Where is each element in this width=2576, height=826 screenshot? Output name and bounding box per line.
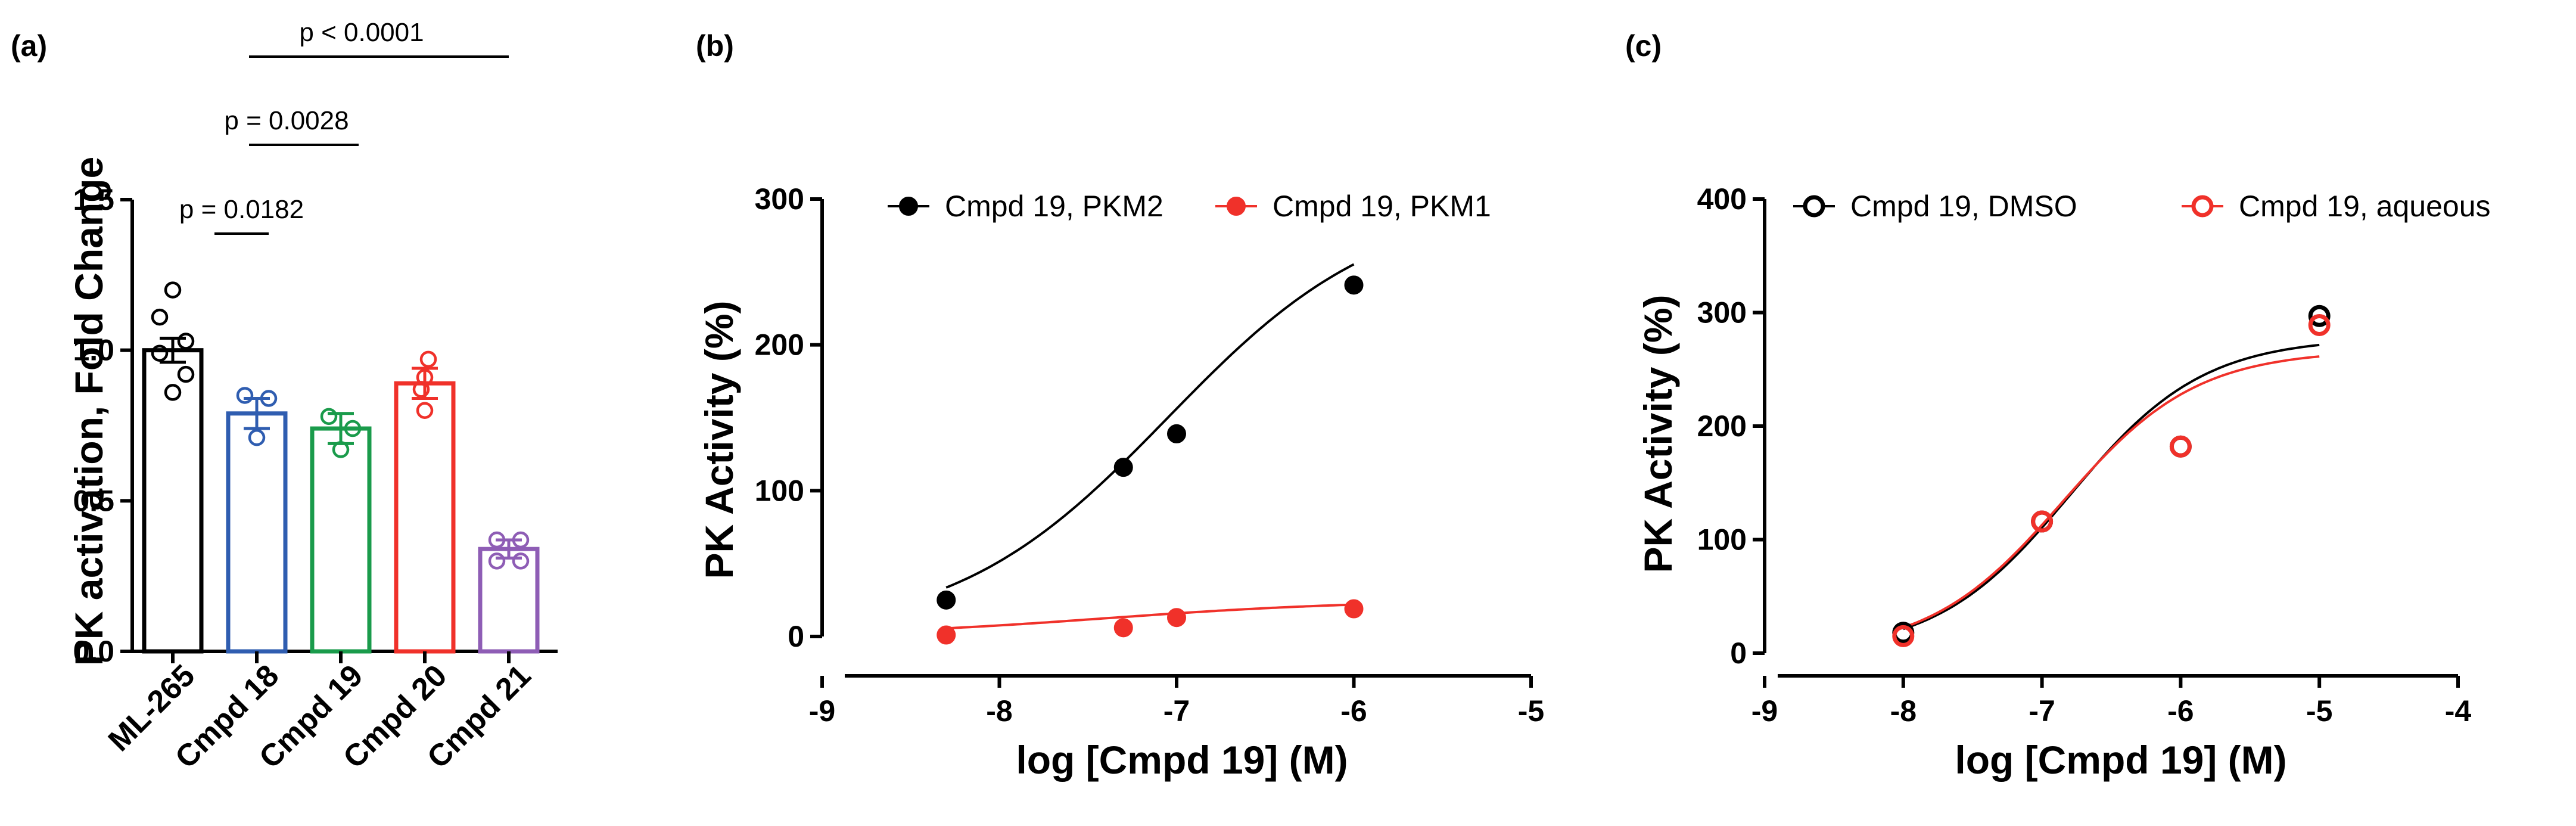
a-p-value: p < 0.0001 — [299, 18, 424, 47]
y-tick-label: 200 — [1697, 409, 1747, 443]
a-data-point — [332, 441, 350, 458]
data-point-series-0 — [1113, 458, 1133, 477]
panel-b-y-axis-title: PK Activity (%) — [697, 301, 741, 579]
x-tick-label: -9 — [809, 694, 835, 728]
panel-b-points — [937, 275, 1364, 645]
data-point-series-1 — [2308, 313, 2331, 336]
data-point-series-0 — [1344, 275, 1364, 295]
a-data-point — [151, 344, 169, 362]
panel-b-x-axis-title: log [Cmpd 19] (M) — [1016, 738, 1348, 782]
a-data-point — [412, 381, 430, 398]
data-point-series-0 — [2308, 305, 2331, 327]
legend-label: Cmpd 19, DMSO — [1850, 190, 2077, 223]
panel-a-letter: (a) — [11, 29, 47, 63]
y-tick-label: 300 — [755, 182, 804, 216]
a-data-point — [512, 552, 530, 570]
x-tick-label: -4 — [2445, 694, 2472, 728]
x-tick-label: -5 — [1518, 694, 1544, 728]
a-y-tick-label: 0.0 — [73, 635, 114, 668]
a-data-point — [488, 552, 506, 570]
panel-c-letter: (c) — [1625, 29, 1662, 63]
data-point-series-1 — [1344, 599, 1364, 619]
a-y-tick-label: 0.5 — [73, 484, 114, 517]
a-data-point — [260, 390, 278, 407]
a-data-point — [512, 531, 530, 549]
a-data-point — [164, 281, 182, 299]
legend-label: Cmpd 19, PKM2 — [945, 190, 1163, 223]
x-tick-label: -5 — [2306, 694, 2332, 728]
a-data-point — [177, 365, 195, 383]
x-tick-label: -6 — [1340, 694, 1367, 728]
panel-b: (b) PK Activity (%) log [Cmpd 19] (M) 0 1… — [696, 29, 1544, 782]
y-tick-label: 100 — [1697, 523, 1747, 557]
panel-c-y-axis-title: PK Activity (%) — [1636, 295, 1680, 573]
panel-a-error-bars — [160, 336, 522, 560]
data-point-series-1 — [1167, 608, 1186, 628]
legend-marker — [2191, 195, 2214, 218]
legend-label: Cmpd 19, PKM1 — [1273, 190, 1491, 223]
a-data-point — [248, 428, 266, 446]
x-tick-label: -7 — [1163, 694, 1190, 728]
panel-c: (c) PK Activity (%) log [Cmpd 19] (M) 0 1… — [1625, 29, 2491, 782]
data-point-series-1 — [1892, 625, 1915, 647]
panel-a-points — [151, 281, 530, 570]
data-point-series-1 — [2169, 435, 2192, 458]
panel-b-legend: Cmpd 19, PKM2 Cmpd 19, PKM1 — [888, 190, 1491, 223]
y-tick-label: 100 — [755, 474, 804, 507]
panel-c-axes: 0 100 200 300 400 -9 -8 -7 -6 -5 -4 — [1697, 182, 2472, 728]
x-tick-label: -8 — [986, 694, 1012, 728]
panel-c-fit-curves — [1903, 343, 2320, 631]
y-tick-label: 0 — [788, 620, 804, 653]
legend-label: Cmpd 19, aqueous — [2239, 190, 2491, 223]
a-p-value: p = 0.0182 — [179, 195, 304, 224]
a-data-point — [236, 387, 254, 404]
panel-c-x-axis-title: log [Cmpd 19] (M) — [1955, 738, 2286, 782]
panel-c-points — [1892, 305, 2331, 647]
panel-b-axes: 0 100 200 300 -9 -8 -7 -6 -5 — [755, 182, 1545, 728]
a-y-tick-label: 1.0 — [73, 334, 114, 367]
x-tick-label: -6 — [2167, 694, 2194, 728]
panel-a-y-axis-title: PK activation, Fold Change — [67, 157, 111, 666]
panel-b-letter: (b) — [696, 29, 734, 63]
panel-a-significance: p = 0.0182 p = 0.0028 p < 0.0001 — [179, 18, 509, 235]
data-point-series-1 — [937, 625, 956, 645]
data-point-series-0 — [937, 590, 956, 610]
legend-marker — [899, 197, 918, 216]
y-tick-label: 0 — [1730, 636, 1747, 670]
a-data-point — [344, 420, 362, 437]
a-data-point — [419, 350, 437, 368]
fit-curve-1 — [1903, 355, 2320, 629]
legend-marker — [1227, 197, 1246, 216]
x-tick-label: -8 — [1890, 694, 1917, 728]
a-y-tick-label: 1.5 — [73, 183, 114, 216]
a-data-point — [151, 308, 169, 326]
data-point-series-1 — [1113, 618, 1133, 638]
y-tick-label: 200 — [755, 328, 804, 362]
a-data-point — [488, 531, 506, 549]
panel-c-legend: Cmpd 19, DMSO Cmpd 19, aqueous — [1793, 190, 2491, 223]
panel-b-fit-curves — [945, 263, 1355, 630]
a-data-point — [416, 402, 434, 419]
fit-curve-1 — [946, 603, 1354, 630]
a-data-point — [320, 408, 338, 426]
a-data-point — [177, 333, 195, 350]
y-tick-label: 300 — [1697, 296, 1747, 330]
y-tick-label: 400 — [1697, 182, 1747, 216]
fit-curve-0 — [945, 263, 1355, 589]
a-data-point — [164, 384, 182, 401]
legend-marker — [1803, 195, 1825, 218]
x-tick-label: -7 — [2029, 694, 2055, 728]
x-tick-label: -9 — [1751, 694, 1778, 728]
data-point-series-0 — [1167, 424, 1186, 443]
a-p-value: p = 0.0028 — [224, 106, 349, 135]
data-point-series-1 — [2031, 510, 2054, 533]
